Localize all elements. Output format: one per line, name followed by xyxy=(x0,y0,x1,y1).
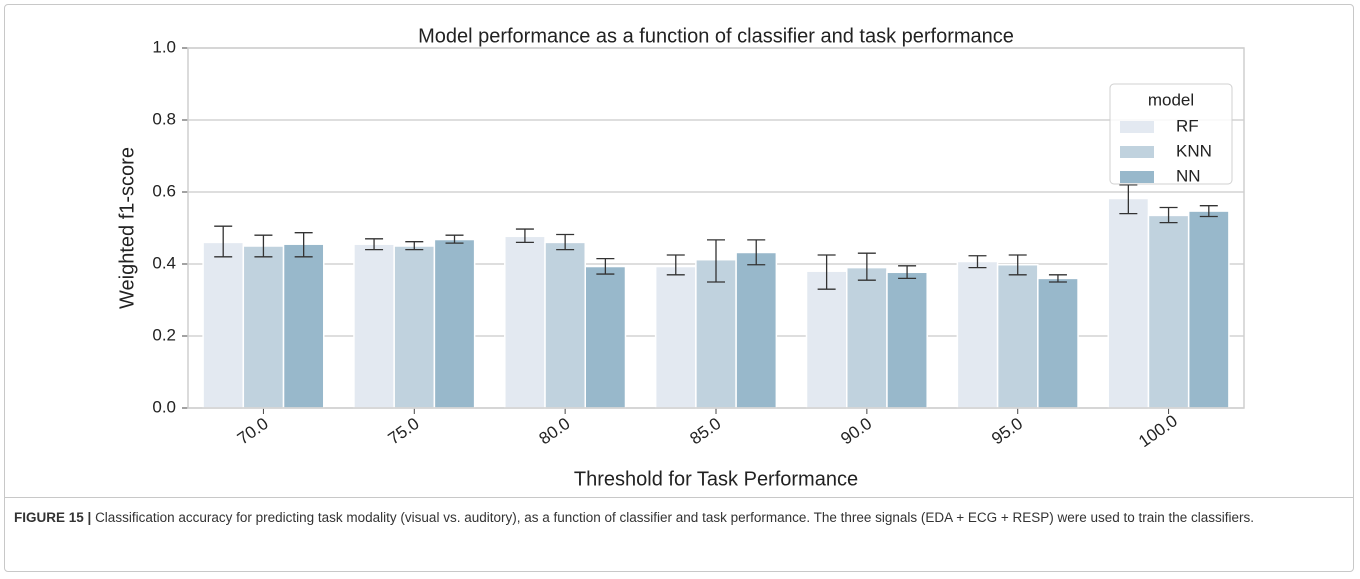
caption-label: FIGURE 15 | xyxy=(14,510,92,525)
x-tick-label: 90.0 xyxy=(837,414,875,449)
figure-frame xyxy=(4,4,1354,572)
y-tick-label: 0.6 xyxy=(152,181,176,200)
caption-text: Classification accuracy for predicting t… xyxy=(95,510,1255,525)
bar xyxy=(695,258,737,409)
chart-title: Model performance as a function of class… xyxy=(418,25,1014,47)
chart: Model performance as a function of class… xyxy=(116,25,1245,490)
bar xyxy=(584,265,627,409)
bar xyxy=(1107,197,1150,409)
legend-swatch xyxy=(1120,171,1154,183)
legend-swatch xyxy=(1120,146,1154,158)
bar xyxy=(353,243,395,409)
y-tick-label: 0.0 xyxy=(152,397,176,416)
caption: FIGURE 15 | Classification accuracy for … xyxy=(4,497,1354,529)
bar xyxy=(845,266,888,409)
bar xyxy=(654,265,697,409)
y-tick-label: 0.4 xyxy=(152,253,176,272)
bar xyxy=(282,243,325,409)
bar xyxy=(735,251,778,409)
bar xyxy=(242,245,285,409)
legend-box xyxy=(1109,83,1233,185)
bar xyxy=(393,245,436,409)
y-axis-label: Weighted f1-score xyxy=(116,147,138,309)
x-tick-label: 85.0 xyxy=(686,414,724,449)
bar xyxy=(956,260,999,409)
x-tick-label: 100.0 xyxy=(1135,411,1181,451)
x-tick-label: 75.0 xyxy=(385,414,423,449)
bar xyxy=(886,271,928,409)
x-tick-label: 80.0 xyxy=(536,414,574,449)
x-tick-label: 95.0 xyxy=(988,414,1026,449)
bar xyxy=(805,270,848,409)
legend-title: model xyxy=(1148,90,1194,109)
y-tick-label: 0.2 xyxy=(152,325,176,344)
bar xyxy=(1037,277,1079,409)
bar xyxy=(1187,210,1230,409)
bar xyxy=(202,241,245,409)
bar xyxy=(996,263,1039,409)
plot-frame xyxy=(187,47,1245,409)
y-tick-label: 1.0 xyxy=(152,37,176,56)
bar xyxy=(1147,214,1190,409)
x-tick-label: 70.0 xyxy=(234,414,272,449)
x-axis-label: Threshold for Task Performance xyxy=(574,468,858,490)
legend-label: RF xyxy=(1176,116,1199,135)
legend-swatch xyxy=(1120,121,1154,133)
bar xyxy=(504,235,546,409)
legend-label: NN xyxy=(1176,166,1201,185)
y-tick-label: 0.8 xyxy=(152,109,176,128)
legend-label: KNN xyxy=(1176,141,1212,160)
bar xyxy=(433,238,476,409)
bar xyxy=(544,241,587,409)
